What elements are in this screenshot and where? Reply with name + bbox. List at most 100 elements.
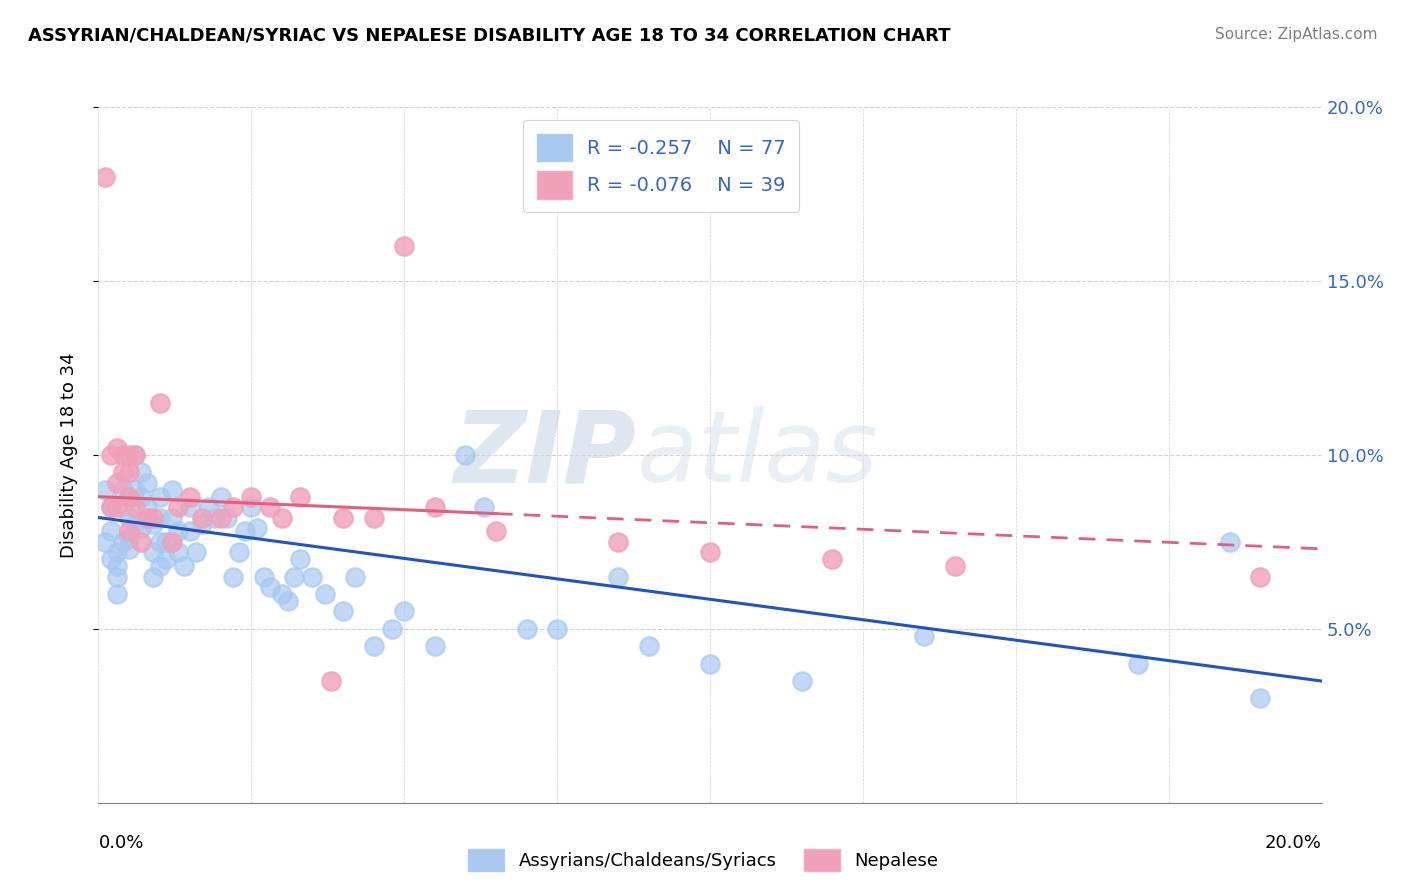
Point — [607, 570, 630, 584]
Point — [821, 552, 844, 566]
Point — [118, 490, 141, 504]
Point — [167, 500, 190, 514]
Point — [332, 510, 354, 524]
Point — [111, 500, 134, 514]
Point — [314, 587, 336, 601]
Point — [93, 169, 115, 184]
Point — [136, 510, 159, 524]
Point — [173, 559, 195, 574]
Point — [100, 500, 122, 514]
Point — [167, 545, 190, 559]
Point — [191, 510, 214, 524]
Text: ASSYRIAN/CHALDEAN/SYRIAC VS NEPALESE DISABILITY AGE 18 TO 34 CORRELATION CHART: ASSYRIAN/CHALDEAN/SYRIAC VS NEPALESE DIS… — [28, 27, 950, 45]
Point — [111, 466, 134, 480]
Y-axis label: Disability Age 18 to 34: Disability Age 18 to 34 — [59, 352, 77, 558]
Point — [423, 500, 446, 514]
Point — [100, 552, 122, 566]
Point — [637, 639, 661, 653]
Point — [124, 517, 146, 532]
Legend: R = -0.257    N = 77, R = -0.076    N = 39: R = -0.257 N = 77, R = -0.076 N = 39 — [523, 120, 799, 212]
Point — [136, 500, 159, 514]
Point — [912, 629, 935, 643]
Point — [142, 517, 165, 532]
Point — [105, 545, 128, 559]
Point — [100, 500, 122, 514]
Point — [111, 534, 134, 549]
Point — [100, 448, 122, 462]
Point — [179, 500, 201, 514]
Point — [160, 483, 183, 497]
Point — [111, 448, 134, 462]
Point — [118, 466, 141, 480]
Point — [252, 570, 274, 584]
Point — [118, 541, 141, 556]
Point — [454, 448, 477, 462]
Point — [118, 448, 141, 462]
Point — [283, 570, 305, 584]
Point — [129, 490, 152, 504]
Point — [222, 570, 245, 584]
Point — [1249, 691, 1271, 706]
Point — [179, 490, 201, 504]
Point — [392, 605, 416, 619]
Point — [332, 605, 354, 619]
Point — [149, 490, 172, 504]
Text: ZIP: ZIP — [454, 407, 637, 503]
Point — [301, 570, 323, 584]
Point — [363, 639, 385, 653]
Text: 0.0%: 0.0% — [98, 834, 143, 852]
Point — [1219, 534, 1241, 549]
Point — [344, 570, 367, 584]
Point — [118, 524, 141, 539]
Point — [259, 500, 281, 514]
Point — [381, 622, 404, 636]
Point — [240, 500, 263, 514]
Point — [149, 396, 172, 410]
Text: atlas: atlas — [637, 407, 879, 503]
Point — [546, 622, 568, 636]
Point — [943, 559, 966, 574]
Point — [319, 674, 342, 689]
Point — [485, 524, 508, 539]
Point — [204, 510, 226, 524]
Point — [124, 448, 146, 462]
Point — [167, 524, 190, 539]
Point — [149, 559, 172, 574]
Point — [259, 580, 281, 594]
Point — [222, 500, 245, 514]
Point — [160, 510, 183, 524]
Point — [124, 483, 146, 497]
Point — [516, 622, 538, 636]
Point — [179, 524, 201, 539]
Point — [105, 475, 128, 490]
Point — [790, 674, 813, 689]
Point — [290, 490, 312, 504]
Point — [142, 570, 165, 584]
Point — [1128, 657, 1150, 671]
Point — [93, 534, 115, 549]
Point — [149, 510, 172, 524]
Point — [136, 475, 159, 490]
Point — [105, 570, 128, 584]
Point — [270, 587, 292, 601]
Point — [124, 448, 146, 462]
Point — [246, 521, 269, 535]
Point — [149, 534, 172, 549]
Point — [197, 500, 219, 514]
Point — [105, 441, 128, 455]
Point — [607, 534, 630, 549]
Point — [699, 545, 721, 559]
Text: 20.0%: 20.0% — [1265, 834, 1322, 852]
Point — [118, 510, 141, 524]
Point — [392, 239, 416, 253]
Point — [209, 490, 232, 504]
Point — [160, 534, 183, 549]
Point — [277, 594, 299, 608]
Text: Source: ZipAtlas.com: Source: ZipAtlas.com — [1215, 27, 1378, 42]
Point — [215, 510, 238, 524]
Point — [270, 510, 292, 524]
Point — [423, 639, 446, 653]
Point — [363, 510, 385, 524]
Point — [111, 483, 134, 497]
Point — [191, 517, 214, 532]
